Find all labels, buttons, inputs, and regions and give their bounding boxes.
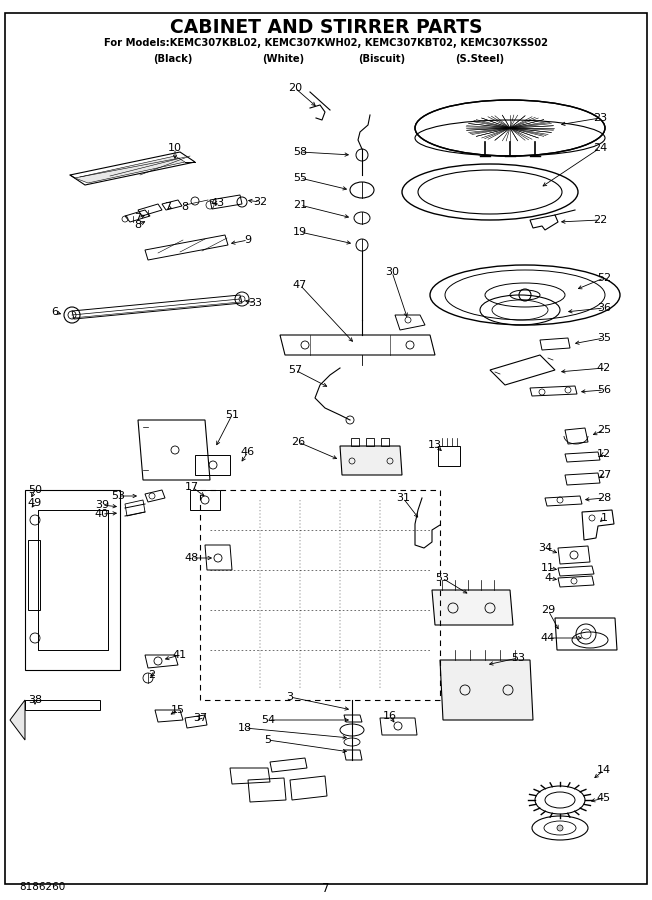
Polygon shape [340, 446, 402, 475]
Text: 35: 35 [597, 333, 611, 343]
Text: 11: 11 [541, 563, 555, 573]
Text: 39: 39 [95, 500, 109, 510]
Text: 54: 54 [261, 715, 275, 725]
Text: 14: 14 [597, 765, 611, 775]
Text: 21: 21 [293, 200, 307, 210]
Text: 4: 4 [544, 573, 552, 583]
Text: 36: 36 [597, 303, 611, 313]
Text: 27: 27 [597, 470, 611, 480]
Text: For Models:KEMC307KBL02, KEMC307KWH02, KEMC307KBT02, KEMC307KSS02: For Models:KEMC307KBL02, KEMC307KWH02, K… [104, 38, 548, 48]
Text: 29: 29 [541, 605, 555, 615]
Text: 23: 23 [593, 113, 607, 123]
Text: 3: 3 [286, 692, 293, 702]
Text: 46: 46 [241, 447, 255, 457]
Text: 49: 49 [28, 498, 42, 508]
Text: 25: 25 [597, 425, 611, 435]
Text: 7: 7 [164, 202, 171, 212]
Text: 34: 34 [538, 543, 552, 553]
Text: 1: 1 [600, 513, 608, 523]
Text: 19: 19 [293, 227, 307, 237]
Text: 53: 53 [511, 653, 525, 663]
Text: 22: 22 [593, 215, 607, 225]
Text: 53: 53 [111, 491, 125, 501]
Text: (White): (White) [263, 54, 304, 64]
Text: 2: 2 [149, 670, 156, 680]
Text: 16: 16 [383, 711, 397, 721]
Text: 51: 51 [225, 410, 239, 420]
Text: 48: 48 [185, 553, 199, 563]
Text: (S.Steel): (S.Steel) [454, 54, 504, 64]
Text: 13: 13 [428, 440, 442, 450]
Text: 42: 42 [597, 363, 611, 373]
Text: 57: 57 [288, 365, 302, 375]
Text: 17: 17 [185, 482, 199, 492]
Text: 43: 43 [211, 198, 225, 208]
Polygon shape [75, 156, 185, 183]
Text: 41: 41 [173, 650, 187, 660]
Text: 6: 6 [52, 307, 59, 317]
Text: 5: 5 [265, 735, 271, 745]
Text: 31: 31 [396, 493, 410, 503]
Text: 15: 15 [171, 705, 185, 715]
Text: 9: 9 [244, 235, 252, 245]
Text: 37: 37 [193, 713, 207, 723]
Text: 33: 33 [248, 298, 262, 308]
Text: 30: 30 [385, 267, 399, 277]
Text: 38: 38 [28, 695, 42, 705]
Text: 7: 7 [322, 882, 330, 895]
Text: (Biscuit): (Biscuit) [358, 54, 405, 64]
Text: 56: 56 [597, 385, 611, 395]
Text: 45: 45 [597, 793, 611, 803]
Text: 40: 40 [95, 509, 109, 519]
Text: 55: 55 [293, 173, 307, 183]
Text: 10: 10 [168, 143, 182, 153]
Text: 53: 53 [435, 573, 449, 583]
Text: 44: 44 [541, 633, 555, 643]
Text: 28: 28 [597, 493, 611, 503]
Text: 20: 20 [288, 83, 302, 93]
Text: 8: 8 [134, 220, 141, 230]
Polygon shape [432, 590, 513, 625]
Text: 50: 50 [28, 485, 42, 495]
Text: 24: 24 [593, 143, 607, 153]
Ellipse shape [415, 100, 605, 156]
Text: 52: 52 [597, 273, 611, 283]
Text: 26: 26 [291, 437, 305, 447]
Text: 18: 18 [238, 723, 252, 733]
Text: (Black): (Black) [153, 54, 192, 64]
Text: 7: 7 [134, 213, 141, 223]
Text: 32: 32 [253, 197, 267, 207]
Text: 47: 47 [293, 280, 307, 290]
Polygon shape [10, 700, 25, 740]
Text: 58: 58 [293, 147, 307, 157]
Text: 8186260: 8186260 [20, 882, 66, 892]
Text: 8: 8 [181, 202, 188, 212]
Text: CABINET AND STIRRER PARTS: CABINET AND STIRRER PARTS [170, 18, 482, 37]
Text: 12: 12 [597, 449, 611, 459]
Ellipse shape [557, 825, 563, 831]
Polygon shape [440, 660, 533, 720]
